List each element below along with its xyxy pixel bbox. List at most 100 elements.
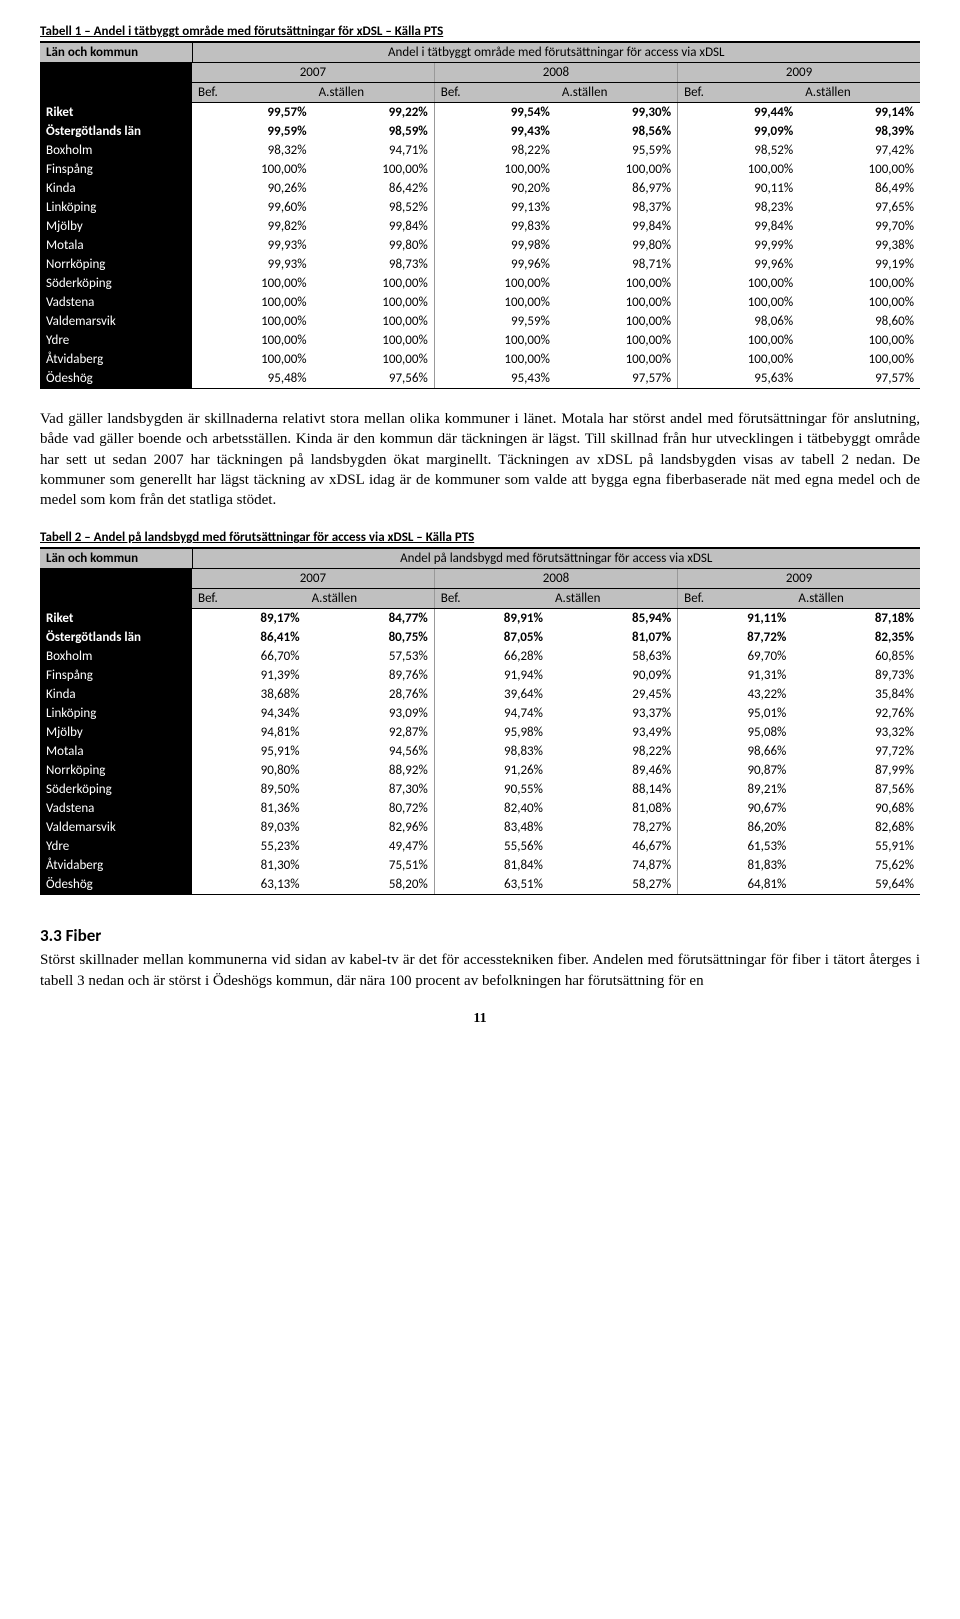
table-row: Norrköping99,93%98,73%99,96%98,71%99,96%… bbox=[40, 255, 920, 274]
table2-caption: Tabell 2 – Andel på landsbygd med föruts… bbox=[40, 530, 920, 545]
row-label: Mjölby bbox=[40, 217, 192, 236]
row-label: Motala bbox=[40, 236, 192, 255]
cell: 28,76% bbox=[306, 685, 435, 704]
table2-year-1: 2008 bbox=[434, 569, 677, 589]
row-label: Åtvidaberg bbox=[40, 856, 192, 875]
cell: 46,67% bbox=[549, 837, 678, 856]
cell: 100,00% bbox=[313, 160, 435, 179]
cell: 86,97% bbox=[556, 179, 678, 198]
cell: 99,38% bbox=[799, 236, 920, 255]
cell: 90,55% bbox=[434, 780, 549, 799]
cell: 99,22% bbox=[313, 103, 435, 123]
table-row: Ödeshög63,13%58,20%63,51%58,27%64,81%59,… bbox=[40, 875, 920, 895]
cell: 99,70% bbox=[799, 217, 920, 236]
row-label: Kinda bbox=[40, 179, 192, 198]
cell: 91,94% bbox=[434, 666, 549, 685]
table-row: Östergötlands län86,41%80,75%87,05%81,07… bbox=[40, 628, 920, 647]
row-label: Ydre bbox=[40, 837, 192, 856]
table2-blank2 bbox=[40, 589, 192, 609]
cell: 100,00% bbox=[556, 274, 678, 293]
cell: 66,70% bbox=[192, 647, 306, 666]
cell: 99,98% bbox=[434, 236, 556, 255]
cell: 91,31% bbox=[678, 666, 793, 685]
row-label: Boxholm bbox=[40, 647, 192, 666]
table1-year-2: 2009 bbox=[678, 63, 920, 83]
cell: 99,09% bbox=[678, 122, 800, 141]
cell: 100,00% bbox=[556, 160, 678, 179]
cell: 100,00% bbox=[313, 331, 435, 350]
cell: 100,00% bbox=[434, 350, 556, 369]
cell: 63,13% bbox=[192, 875, 306, 895]
cell: 100,00% bbox=[192, 331, 313, 350]
table-row: Söderköping100,00%100,00%100,00%100,00%1… bbox=[40, 274, 920, 293]
cell: 95,91% bbox=[192, 742, 306, 761]
row-label: Boxholm bbox=[40, 141, 192, 160]
cell: 99,14% bbox=[799, 103, 920, 123]
table1-span-header: Andel i tätbyggt område med förutsättnin… bbox=[192, 42, 920, 63]
table2-year-0: 2007 bbox=[192, 569, 434, 589]
cell: 81,08% bbox=[549, 799, 678, 818]
cell: 100,00% bbox=[192, 274, 313, 293]
cell: 93,09% bbox=[306, 704, 435, 723]
cell: 100,00% bbox=[434, 293, 556, 312]
cell: 100,00% bbox=[678, 350, 800, 369]
row-label: Östergötlands län bbox=[40, 628, 192, 647]
cell: 100,00% bbox=[313, 312, 435, 331]
cell: 90,80% bbox=[192, 761, 306, 780]
table2-sub-1: A.ställen bbox=[306, 589, 435, 609]
row-label: Valdemarsvik bbox=[40, 818, 192, 837]
cell: 80,72% bbox=[306, 799, 435, 818]
table-row: Riket89,17%84,77%89,91%85,94%91,11%87,18… bbox=[40, 609, 920, 629]
row-label: Åtvidaberg bbox=[40, 350, 192, 369]
cell: 95,08% bbox=[678, 723, 793, 742]
cell: 75,51% bbox=[306, 856, 435, 875]
cell: 81,30% bbox=[192, 856, 306, 875]
cell: 98,22% bbox=[434, 141, 556, 160]
cell: 99,19% bbox=[799, 255, 920, 274]
cell: 98,66% bbox=[678, 742, 793, 761]
table1-year-0: 2007 bbox=[192, 63, 434, 83]
cell: 94,34% bbox=[192, 704, 306, 723]
cell: 87,18% bbox=[792, 609, 920, 629]
cell: 87,99% bbox=[792, 761, 920, 780]
cell: 94,74% bbox=[434, 704, 549, 723]
row-label: Linköping bbox=[40, 704, 192, 723]
row-label: Kinda bbox=[40, 685, 192, 704]
table1-sub-3: A.ställen bbox=[556, 83, 678, 103]
cell: 88,14% bbox=[549, 780, 678, 799]
table-row: Finspång100,00%100,00%100,00%100,00%100,… bbox=[40, 160, 920, 179]
cell: 97,65% bbox=[799, 198, 920, 217]
row-label: Ödeshög bbox=[40, 875, 192, 895]
cell: 99,43% bbox=[434, 122, 556, 141]
table1-blank bbox=[40, 63, 192, 83]
cell: 89,91% bbox=[434, 609, 549, 629]
row-label: Vadstena bbox=[40, 293, 192, 312]
cell: 89,17% bbox=[192, 609, 306, 629]
cell: 98,39% bbox=[799, 122, 920, 141]
cell: 91,39% bbox=[192, 666, 306, 685]
cell: 100,00% bbox=[799, 331, 920, 350]
cell: 86,20% bbox=[678, 818, 793, 837]
table-row: Kinda90,26%86,42%90,20%86,97%90,11%86,49… bbox=[40, 179, 920, 198]
table-row: Norrköping90,80%88,92%91,26%89,46%90,87%… bbox=[40, 761, 920, 780]
cell: 94,81% bbox=[192, 723, 306, 742]
cell: 99,96% bbox=[434, 255, 556, 274]
cell: 84,77% bbox=[306, 609, 435, 629]
cell: 100,00% bbox=[556, 293, 678, 312]
table-row: Östergötlands län99,59%98,59%99,43%98,56… bbox=[40, 122, 920, 141]
cell: 99,84% bbox=[678, 217, 800, 236]
table-row: Mjölby94,81%92,87%95,98%93,49%95,08%93,3… bbox=[40, 723, 920, 742]
cell: 98,32% bbox=[192, 141, 313, 160]
cell: 81,83% bbox=[678, 856, 793, 875]
table2-year-2: 2009 bbox=[678, 569, 920, 589]
cell: 97,72% bbox=[792, 742, 920, 761]
table-row: Vadstena100,00%100,00%100,00%100,00%100,… bbox=[40, 293, 920, 312]
table2-sub-4: Bef. bbox=[678, 589, 793, 609]
cell: 99,13% bbox=[434, 198, 556, 217]
cell: 49,47% bbox=[306, 837, 435, 856]
row-label: Finspång bbox=[40, 160, 192, 179]
table-row: Valdemarsvik89,03%82,96%83,48%78,27%86,2… bbox=[40, 818, 920, 837]
cell: 93,37% bbox=[549, 704, 678, 723]
cell: 89,03% bbox=[192, 818, 306, 837]
cell: 86,49% bbox=[799, 179, 920, 198]
